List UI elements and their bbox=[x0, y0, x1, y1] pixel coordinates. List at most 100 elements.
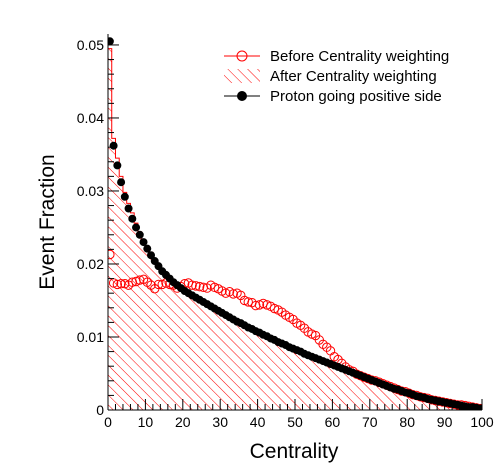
after-weighting-bar bbox=[410, 394, 415, 410]
after-weighting-bar bbox=[392, 388, 397, 410]
after-weighting-bar bbox=[302, 353, 307, 410]
after-weighting-bar bbox=[265, 335, 270, 410]
x-tick-label: 30 bbox=[212, 414, 228, 430]
after-weighting-bar bbox=[321, 360, 326, 410]
after-weighting-bar bbox=[388, 386, 393, 410]
after-weighting-bar bbox=[399, 391, 404, 410]
before-weighting-point bbox=[228, 289, 238, 299]
after-weighting-bar bbox=[126, 203, 131, 410]
x-tick-label: 70 bbox=[362, 414, 378, 430]
after-weighting-bar bbox=[339, 367, 344, 410]
after-weighting-bar bbox=[366, 377, 370, 410]
proton-point bbox=[147, 251, 156, 260]
legend-after-swatch bbox=[224, 69, 260, 83]
after-weighting-bar bbox=[283, 344, 288, 410]
after-weighting-bar bbox=[108, 48, 112, 410]
after-weighting-bar bbox=[111, 138, 116, 410]
x-tick-label: 80 bbox=[399, 414, 415, 430]
after-weighting-bar bbox=[384, 385, 389, 410]
hist-layer bbox=[108, 48, 482, 410]
before-weighting-point bbox=[243, 297, 253, 307]
after-weighting-bar bbox=[280, 342, 284, 410]
after-weighting-bar bbox=[231, 318, 236, 410]
proton-point bbox=[476, 404, 482, 410]
after-weighting-bar bbox=[137, 231, 142, 410]
after-weighting-bar bbox=[164, 274, 169, 410]
after-weighting-bar bbox=[403, 391, 408, 410]
proton-point bbox=[117, 178, 126, 187]
after-weighting-bar bbox=[298, 350, 303, 410]
legend-label: After Centrality weighting bbox=[270, 68, 437, 85]
after-weighting-bar bbox=[261, 334, 266, 410]
after-weighting-bar bbox=[152, 259, 157, 410]
legend-label: Proton going positive side bbox=[270, 88, 442, 105]
y-tick-label: 0.01 bbox=[77, 329, 104, 345]
after-weighting-bar bbox=[317, 358, 322, 410]
after-weighting-bar bbox=[295, 349, 299, 410]
before-weighting-point bbox=[191, 281, 201, 291]
after-weighting-bar bbox=[186, 292, 191, 410]
legend-proton-marker bbox=[237, 91, 247, 101]
after-weighting-bar bbox=[122, 192, 127, 410]
ticks-layer: 0 10 20 30 40 50 60 70 80 90 100 0 0.01 0.02 0.03 0.04 0… bbox=[77, 37, 494, 430]
after-weighting-bar bbox=[313, 357, 318, 410]
after-weighting-bar bbox=[227, 316, 232, 410]
after-weighting-bar bbox=[287, 346, 292, 410]
after-weighting-bar bbox=[332, 364, 337, 410]
after-weighting-bar bbox=[238, 322, 243, 410]
before-weighting-point bbox=[153, 279, 164, 290]
before-weighting-point bbox=[108, 249, 115, 260]
before-weighting-point bbox=[194, 281, 205, 292]
after-weighting-bar bbox=[358, 374, 363, 410]
after-weighting-bar bbox=[336, 366, 341, 410]
after-weighting-bar bbox=[179, 287, 183, 410]
after-weighting-bar bbox=[220, 312, 225, 410]
x-tick-label: 10 bbox=[138, 414, 154, 430]
proton-layer bbox=[108, 37, 482, 410]
x-tick-label: 90 bbox=[437, 414, 453, 430]
after-weighting-bar bbox=[429, 399, 434, 410]
after-weighting-bar bbox=[433, 400, 438, 410]
after-weighting-bar bbox=[291, 347, 296, 410]
proton-point bbox=[120, 192, 129, 201]
after-weighting-bar bbox=[395, 389, 400, 410]
after-weighting-bar bbox=[351, 372, 356, 410]
x-tick-label: 40 bbox=[250, 414, 266, 430]
after-weighting-bar bbox=[171, 280, 176, 410]
after-weighting-bar bbox=[246, 326, 251, 410]
after-weighting-bar bbox=[328, 363, 333, 410]
after-weighting-bar bbox=[205, 303, 210, 410]
after-weighting-bar bbox=[407, 393, 412, 410]
after-weighting-bar bbox=[272, 339, 277, 410]
after-weighting-bar bbox=[182, 290, 187, 410]
after-weighting-bar bbox=[347, 370, 352, 410]
after-weighting-bar bbox=[216, 309, 221, 410]
legend: Before Centrality weighting After Central… bbox=[224, 48, 449, 105]
after-weighting-bar bbox=[130, 212, 135, 410]
after-weighting-bar bbox=[362, 376, 367, 410]
after-weighting-bar bbox=[377, 382, 382, 410]
after-weighting-bar bbox=[276, 341, 281, 410]
after-weighting-bar bbox=[160, 269, 165, 410]
after-weighting-bar bbox=[167, 278, 172, 410]
after-weighting-bar bbox=[369, 379, 374, 410]
after-weighting-bar bbox=[309, 355, 314, 410]
before-weighting-point bbox=[112, 279, 123, 290]
proton-point bbox=[139, 238, 148, 247]
after-weighting-bar bbox=[306, 354, 311, 410]
after-weighting-bar bbox=[422, 397, 427, 410]
after-weighting-bar bbox=[201, 301, 206, 410]
after-weighting-bar bbox=[253, 330, 258, 410]
legend-label: Before Centrality weighting bbox=[270, 48, 449, 65]
proton-point bbox=[135, 230, 144, 239]
x-axis-title: Centrality bbox=[250, 440, 339, 463]
after-weighting-bar bbox=[257, 331, 262, 410]
after-weighting-bar bbox=[212, 307, 217, 410]
after-weighting-bar bbox=[223, 314, 228, 410]
after-weighting-bar bbox=[208, 305, 213, 410]
after-weighting-bar bbox=[194, 296, 198, 410]
after-weighting-bar bbox=[418, 396, 423, 410]
after-weighting-bar bbox=[156, 264, 161, 410]
